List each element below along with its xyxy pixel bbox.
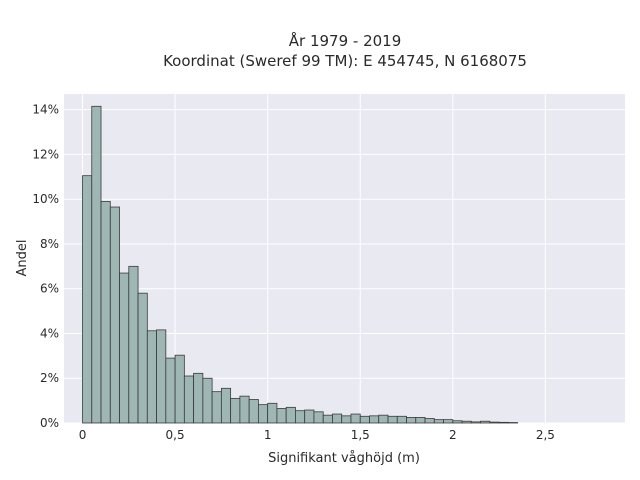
histogram-bar: [424, 418, 435, 424]
histogram-bar: [295, 410, 306, 424]
y-tick-label: 10%: [32, 192, 59, 206]
histogram-bar: [415, 417, 426, 424]
histogram-bar: [202, 377, 213, 424]
x-tick-label: 0,5: [166, 428, 185, 442]
y-axis-ticks: 0% 2% 4% 6% 8% 10% 12% 14%: [32, 103, 59, 430]
histogram-bar: [452, 420, 463, 424]
histogram-bar: [304, 409, 315, 424]
chart-title-line-2: Koordinat (Sweref 99 TM): E 454745, N 61…: [163, 52, 527, 70]
histogram-bar: [267, 402, 278, 424]
x-axis-ticks: 0 0,5 1 1,5 2 2,5: [79, 428, 555, 442]
histogram-bar: [156, 329, 167, 424]
histogram-bar: [137, 292, 148, 424]
histogram-bar: [248, 399, 259, 424]
histogram-bar: [165, 357, 176, 424]
histogram-bar: [350, 413, 361, 424]
histogram-bar: [128, 265, 139, 424]
y-tick-label: 4%: [40, 326, 59, 340]
histogram-bar: [498, 421, 509, 424]
histogram-bar: [387, 415, 398, 424]
histogram-bar: [100, 201, 111, 424]
histogram-bar: [239, 395, 250, 424]
histogram-bar: [443, 419, 454, 424]
y-tick-label: 12%: [32, 147, 59, 161]
histogram-bar: [220, 387, 232, 424]
histogram-bar: [369, 415, 380, 424]
chart-title-line-1: År 1979 - 2019: [289, 31, 402, 50]
histogram-bar: [174, 354, 185, 424]
histogram-bar: [313, 411, 324, 424]
y-tick-label: 2%: [40, 371, 59, 385]
x-tick-label: 2: [449, 428, 457, 442]
histogram-bar: [341, 415, 352, 424]
histogram-bar: [230, 397, 241, 424]
histogram-bar: [285, 406, 296, 424]
histogram-bar: [276, 408, 287, 424]
histogram-bar: [480, 420, 491, 424]
x-axis-label: Signifikant våghöjd (m): [268, 451, 420, 466]
histogram-bar: [109, 206, 120, 424]
x-tick-label: 2,5: [536, 428, 555, 442]
x-tick-label: 1: [264, 428, 272, 442]
x-tick-label: 0: [79, 428, 87, 442]
y-tick-label: 0%: [40, 416, 59, 430]
histogram-bar: [378, 414, 389, 424]
histogram-bar: [433, 419, 444, 424]
histogram-bar: [359, 415, 370, 424]
y-tick-label: 6%: [40, 282, 59, 296]
histogram-bar: [82, 175, 93, 424]
y-tick-label: 8%: [40, 237, 59, 251]
histogram-bar: [396, 415, 407, 424]
histogram-bar: [146, 330, 157, 424]
histogram-bars: [82, 105, 519, 424]
histogram-bar: [258, 404, 269, 424]
histogram-bar: [470, 421, 481, 424]
histogram-bar: [211, 391, 222, 424]
histogram-bar: [406, 417, 417, 424]
histogram-bar: [332, 413, 343, 424]
y-axis-label: Andel: [15, 240, 30, 277]
histogram-bar: [193, 372, 204, 424]
histogram-bar: [119, 272, 130, 424]
y-tick-label: 14%: [32, 103, 59, 117]
histogram-bar: [183, 375, 195, 424]
x-tick-label: 1,5: [351, 428, 370, 442]
histogram-bar: [461, 420, 472, 424]
histogram-bar: [489, 421, 500, 424]
histogram-bar: [322, 414, 333, 424]
histogram-bar: [91, 105, 102, 424]
